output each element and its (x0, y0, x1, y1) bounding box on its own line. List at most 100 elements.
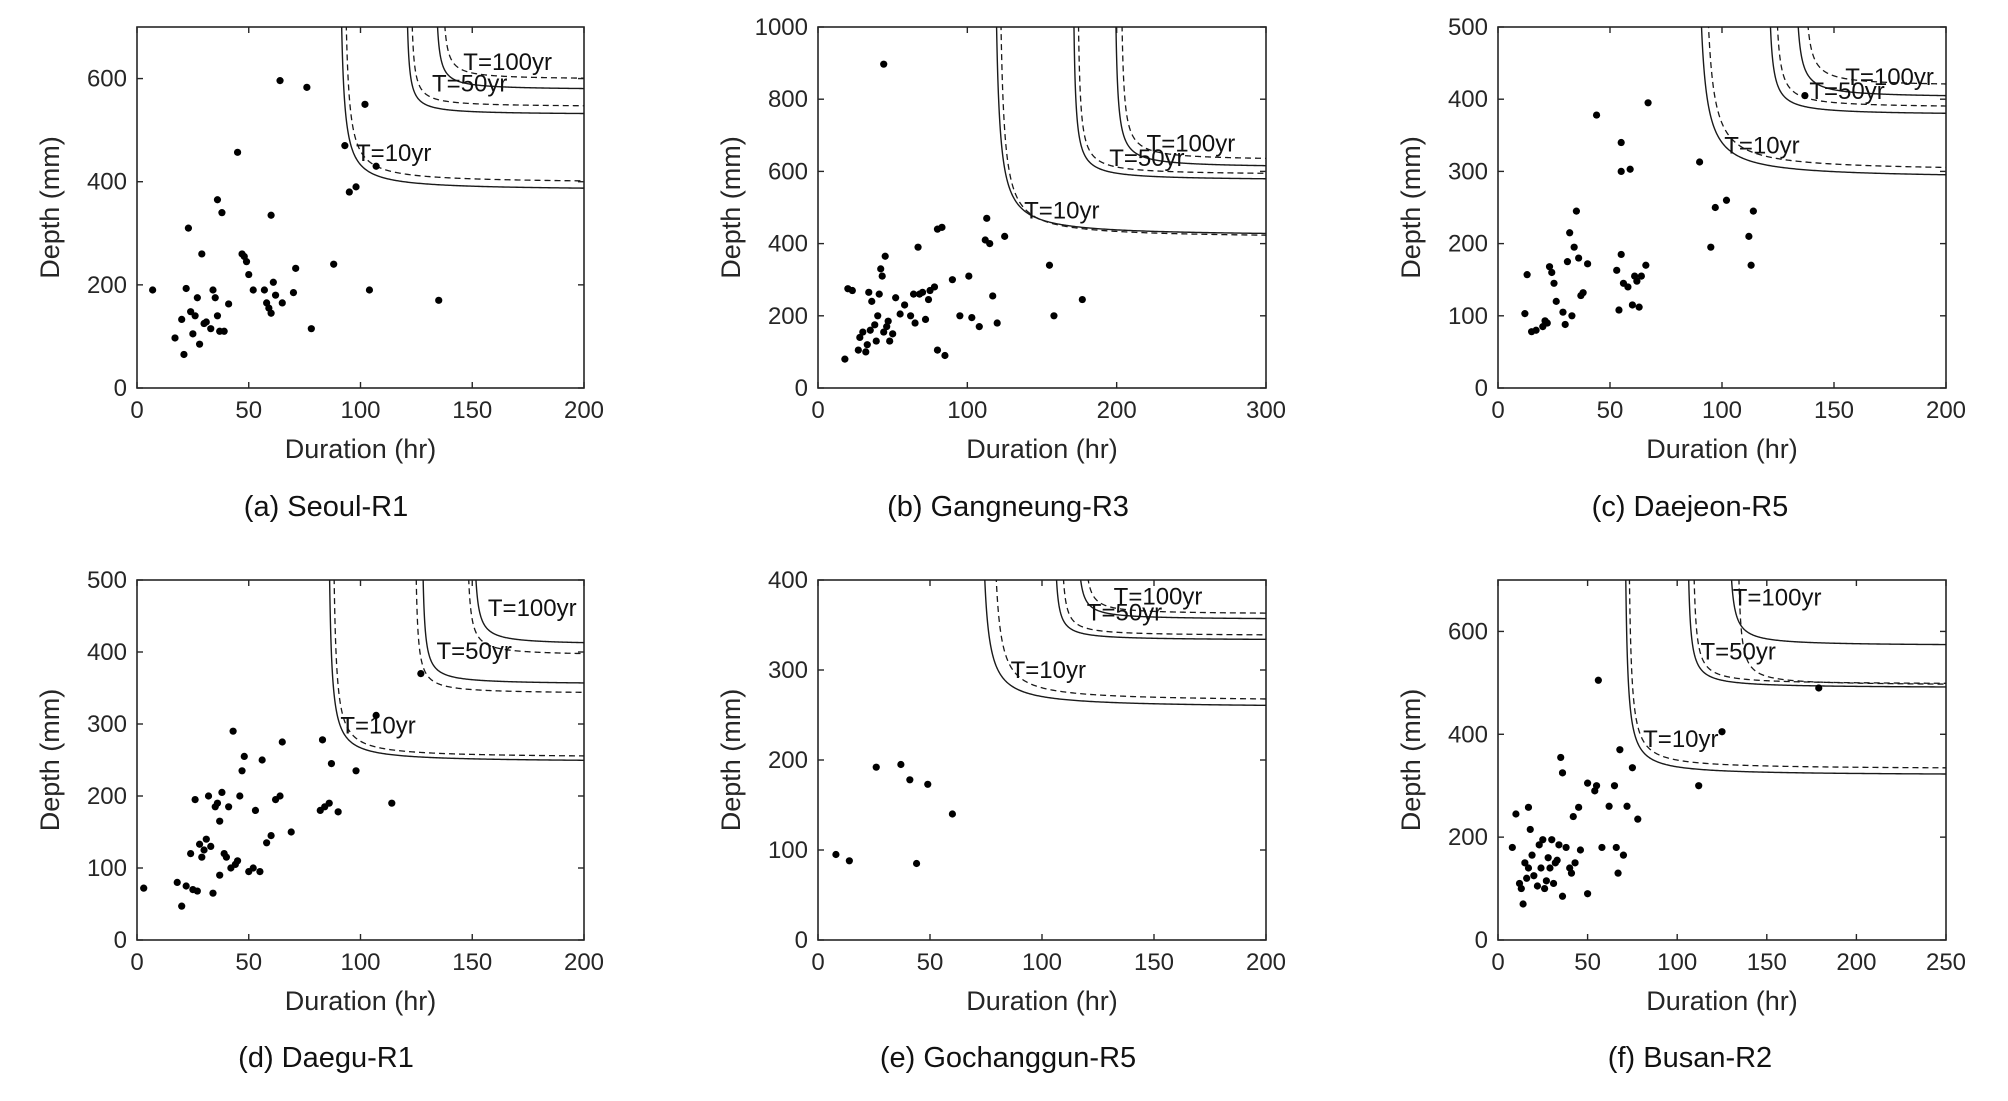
curve-label: T=50yr (436, 638, 511, 665)
data-point (872, 337, 880, 345)
x-axis-label: Duration (hr) (966, 434, 1118, 464)
data-point (1548, 268, 1556, 277)
data-point (862, 348, 870, 356)
curve-dashed-0 (995, 580, 1266, 700)
curve-solid-0 (340, 27, 584, 189)
data-point (1532, 326, 1540, 334)
curve-dashed-2 (1738, 580, 1946, 685)
chart-panel-5: 0 50 100 150 200 250 0 200 400 600 Duration (hr) De… (1396, 579, 1966, 1074)
data-point (171, 334, 179, 342)
y-tick-label: 600 (87, 66, 127, 93)
y-axis-label: Depth (mm) (35, 136, 65, 279)
data-point (933, 346, 942, 354)
panel-caption: (e) Gochanggun-R5 (880, 1042, 1136, 1074)
x-tick-label: 0 (811, 397, 824, 424)
data-point (267, 211, 275, 219)
curve-dashed-0 (1628, 580, 1946, 769)
data-point (251, 806, 260, 815)
data-point (191, 312, 199, 320)
data-point (238, 767, 246, 775)
y-tick-label: 400 (1448, 721, 1488, 748)
data-point (1628, 301, 1636, 309)
curve-dashed-1 (415, 580, 584, 693)
curve-solid-2 (475, 580, 584, 644)
frequency-curves (328, 580, 584, 761)
y-tick-label: 0 (114, 927, 127, 954)
y-axis-label: Depth (mm) (716, 689, 746, 832)
x-tick-label: 150 (1814, 397, 1854, 424)
data-point (1635, 303, 1643, 311)
data-point (1610, 782, 1619, 790)
data-point (289, 288, 298, 297)
data-point (191, 796, 199, 804)
data-point (889, 330, 897, 338)
data-point (209, 889, 217, 897)
data-point (877, 265, 885, 273)
data-point (1598, 843, 1606, 852)
y-tick-label: 0 (795, 375, 808, 402)
data-point (863, 341, 871, 349)
data-point (318, 736, 327, 744)
data-point (327, 760, 336, 768)
data-point (1592, 782, 1601, 790)
x-axis-label: Duration (hr) (966, 986, 1118, 1016)
chart-panel-0: 0 50 100 150 200 0 200 400 600 Duration (hr) Depth… (35, 26, 604, 523)
data-point (173, 878, 181, 887)
curve-label: T=10yr (356, 140, 431, 167)
y-tick-label: 200 (1448, 824, 1488, 851)
data-point (1512, 810, 1520, 818)
y-tick-label: 500 (1448, 14, 1488, 41)
data-point (341, 142, 349, 150)
data-point (1535, 841, 1543, 849)
x-tick-label: 150 (1747, 949, 1787, 976)
curve-label: T=100yr (1845, 64, 1934, 91)
data-point (1633, 277, 1641, 285)
data-point (948, 810, 957, 818)
data-point (1555, 841, 1563, 849)
data-point (352, 767, 360, 775)
data-point (303, 83, 311, 91)
data-point (914, 243, 922, 251)
data-point (207, 325, 215, 333)
data-point (202, 835, 210, 843)
data-point (901, 301, 909, 309)
x-tick-label: 50 (235, 949, 262, 976)
x-tick-label: 200 (564, 949, 604, 976)
curve-label: T=50yr (432, 70, 507, 97)
data-point (1584, 779, 1592, 787)
data-point (906, 776, 914, 784)
x-tick-label: 300 (1246, 397, 1286, 424)
data-point (841, 355, 849, 363)
frequency-curves (1625, 580, 1946, 775)
data-point (417, 670, 425, 678)
data-point (897, 760, 905, 769)
data-point (1526, 825, 1534, 834)
y-tick-label: 400 (87, 639, 127, 666)
panel-caption: (b) Gangneung-R3 (887, 491, 1129, 523)
data-point (1722, 196, 1731, 204)
x-tick-label: 50 (1574, 949, 1601, 976)
y-tick-label: 100 (1448, 303, 1488, 330)
data-point (1612, 843, 1620, 852)
data-point (435, 296, 443, 304)
curve-solid-0 (1625, 580, 1946, 775)
axes-frame (136, 26, 585, 389)
data-point (1549, 879, 1558, 888)
data-point (859, 328, 867, 336)
data-point (1570, 243, 1578, 251)
y-tick-label: 400 (1448, 86, 1488, 113)
panel-caption: (d) Daegu-R1 (238, 1042, 414, 1074)
y-axis-label: Depth (mm) (35, 689, 65, 832)
data-point (218, 788, 226, 797)
data-point (352, 183, 360, 191)
y-tick-label: 600 (1448, 618, 1488, 645)
data-point (278, 738, 286, 746)
data-point (271, 291, 280, 299)
data-point (1615, 306, 1623, 314)
curve-label: T=10yr (1024, 197, 1099, 224)
chart-panel-1: 0 100 200 300 0 200 400 600 800 1000 Duration (hr)… (716, 14, 1286, 523)
data-point (866, 326, 874, 334)
x-tick-label: 250 (1926, 949, 1966, 976)
x-tick-label: 100 (1657, 949, 1697, 976)
data-point (229, 727, 237, 735)
